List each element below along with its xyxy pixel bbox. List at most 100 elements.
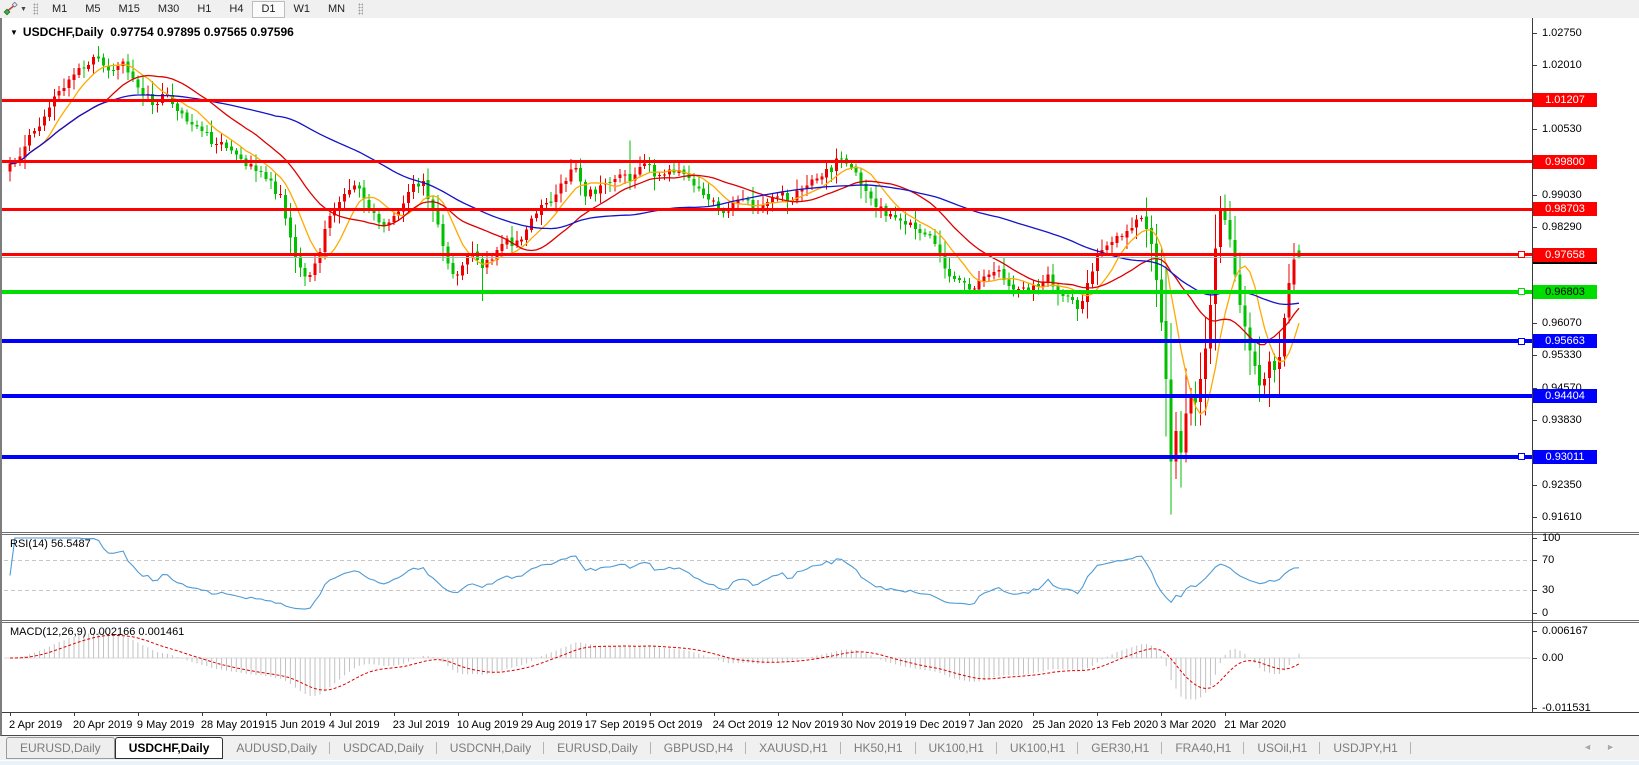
line-anchor[interactable] bbox=[1518, 337, 1525, 345]
chart-tab-eurusd-daily[interactable]: EURUSD,Daily bbox=[544, 738, 651, 758]
rsi-tick bbox=[1533, 537, 1537, 539]
chart-tab-gbpusd-h4[interactable]: GBPUSD,H4 bbox=[651, 738, 747, 758]
timeframe-buttons: M1 M5 M15 M30 H1 H4 D1 W1 MN bbox=[43, 0, 354, 18]
date-tick-label: 5 Oct 2019 bbox=[648, 719, 703, 731]
timeframe-button-h1[interactable]: H1 bbox=[197, 2, 212, 15]
timeframe-button-m15[interactable]: M15 bbox=[118, 2, 140, 15]
timeframe-button-mn[interactable]: MN bbox=[328, 2, 346, 15]
price-level-badge: 0.93011 bbox=[1533, 449, 1597, 464]
timeframe-button-m1[interactable]: M1 bbox=[51, 2, 68, 15]
macd-histogram bbox=[14, 632, 1300, 700]
rsi-tick bbox=[1533, 590, 1537, 591]
ma-mid-line bbox=[9, 74, 1300, 346]
chart-title: ▼ USDCHF,Daily 0.97754 0.97895 0.97565 0.… bbox=[10, 25, 294, 39]
price-level-line[interactable] bbox=[2, 289, 1532, 294]
date-tick-label: 24 Oct 2019 bbox=[712, 719, 773, 731]
price-level-badge: 0.96803 bbox=[1533, 284, 1597, 299]
macd-tick bbox=[1533, 707, 1537, 709]
price-level-line[interactable] bbox=[2, 160, 1532, 163]
price-tick bbox=[1533, 355, 1537, 357]
price-tick bbox=[1533, 32, 1537, 34]
price-tick bbox=[1533, 226, 1537, 228]
price-tick bbox=[1533, 65, 1537, 66]
price-level-badge: 0.95663 bbox=[1533, 334, 1597, 349]
timeframe-button-w1[interactable]: W1 bbox=[293, 2, 311, 15]
date-tick bbox=[201, 712, 203, 716]
rsi-pane[interactable] bbox=[2, 535, 1532, 620]
chart-tab-fra40-h1[interactable]: FRA40,H1 bbox=[1162, 738, 1245, 758]
price-tick bbox=[1533, 420, 1537, 422]
top-toolbar: ▼ M1 M5 M15 M30 H1 H4 D1 W1 MN bbox=[0, 0, 1639, 19]
price-level-line[interactable] bbox=[2, 207, 1532, 211]
pane-splitter[interactable] bbox=[2, 532, 1639, 535]
trendline-indicator-icon[interactable] bbox=[3, 2, 19, 16]
collapse-quotes-arrow[interactable]: ▼ bbox=[10, 28, 18, 37]
date-tick-label: 4 Jul 2019 bbox=[328, 719, 380, 731]
price-level-badge: 0.98703 bbox=[1533, 202, 1597, 217]
chart-tab-uk100-h1[interactable]: UK100,H1 bbox=[997, 738, 1079, 758]
rsi-tick-label: 0 bbox=[1542, 606, 1549, 619]
date-tick-label: 30 Nov 2019 bbox=[840, 719, 903, 731]
timeframe-button-m5[interactable]: M5 bbox=[85, 2, 101, 15]
chevron-down-icon[interactable]: ▼ bbox=[20, 5, 27, 13]
date-tick-label: 23 Jul 2019 bbox=[392, 719, 450, 731]
rsi-tick bbox=[1533, 560, 1537, 561]
price-level-badge: 0.94404 bbox=[1533, 389, 1597, 403]
price-tick-label: 0.91610 bbox=[1542, 510, 1582, 523]
line-anchor[interactable] bbox=[1518, 288, 1525, 296]
price-tick-label: 1.00530 bbox=[1542, 123, 1582, 136]
price-level-line[interactable] bbox=[2, 339, 1532, 344]
chart-tab-audusd-daily[interactable]: AUDUSD,Daily bbox=[223, 738, 330, 758]
date-tick bbox=[713, 712, 715, 716]
window-bottom-edge bbox=[0, 760, 1639, 765]
price-axis-border bbox=[1532, 18, 1533, 712]
date-tick bbox=[10, 712, 11, 716]
price-level-line[interactable] bbox=[2, 253, 1532, 257]
main-chart-pane[interactable] bbox=[2, 18, 1532, 532]
tab-scroll-arrows[interactable]: ◄► bbox=[1583, 742, 1629, 752]
chart-tab-usdcad-daily[interactable]: USDCAD,Daily bbox=[330, 738, 437, 758]
price-level-line[interactable] bbox=[2, 394, 1532, 398]
chart-tab-usoil-h1[interactable]: USOil,H1 bbox=[1244, 738, 1321, 758]
date-tick bbox=[329, 712, 331, 716]
chart-tab-ger30-h1[interactable]: GER30,H1 bbox=[1078, 738, 1163, 758]
chart-window: ▼ USDCHF,Daily 0.97754 0.97895 0.97565 0.… bbox=[0, 18, 1639, 736]
chart-tab-usdchf-daily[interactable]: USDCHF,Daily bbox=[114, 737, 224, 759]
chart-tab-usdcnh-daily[interactable]: USDCNH,Daily bbox=[437, 738, 545, 758]
macd-label: MACD(12,26,9) 0.002166 0.001461 bbox=[10, 626, 185, 638]
timeframe-button-h4[interactable]: H4 bbox=[229, 2, 244, 15]
macd-pane[interactable] bbox=[2, 623, 1532, 712]
price-level-line[interactable] bbox=[2, 98, 1532, 102]
date-tick bbox=[1033, 712, 1035, 716]
line-anchor[interactable] bbox=[1518, 251, 1525, 259]
date-tick-label: 21 Mar 2020 bbox=[1224, 719, 1286, 731]
price-level-badge: 1.01207 bbox=[1533, 93, 1597, 108]
line-anchor[interactable] bbox=[1518, 453, 1525, 460]
rsi-line bbox=[9, 537, 1300, 610]
tab-scroll-left-icon[interactable]: ◄ bbox=[1583, 742, 1607, 752]
pane-border bbox=[2, 712, 1639, 713]
date-tick bbox=[393, 712, 395, 716]
price-level-line[interactable] bbox=[2, 454, 1532, 459]
chart-tab-uk100-h1[interactable]: UK100,H1 bbox=[916, 738, 998, 758]
timeframe-button-d1[interactable]: D1 bbox=[252, 0, 285, 18]
chart-tab-eurusd-daily[interactable]: EURUSD,Daily bbox=[6, 737, 115, 759]
toolbar-grip[interactable] bbox=[358, 3, 364, 15]
price-tick bbox=[1533, 388, 1537, 390]
price-tick-label: 0.95330 bbox=[1542, 349, 1582, 362]
timeframe-button-m30[interactable]: M30 bbox=[157, 2, 180, 15]
ma-fast-line bbox=[9, 63, 1300, 416]
date-tick-label: 2 Apr 2019 bbox=[9, 719, 63, 731]
price-tick bbox=[1533, 484, 1537, 486]
current-price-line bbox=[2, 256, 1532, 258]
date-tick-label: 29 Aug 2019 bbox=[520, 719, 583, 731]
date-tick bbox=[777, 712, 779, 716]
toolbar-grip[interactable] bbox=[32, 3, 38, 15]
date-tick-label: 25 Jan 2020 bbox=[1032, 719, 1093, 731]
chart-tab-usdjpy-h1[interactable]: USDJPY,H1 bbox=[1320, 738, 1412, 758]
tab-scroll-right-icon[interactable]: ► bbox=[1606, 742, 1629, 752]
chart-tab-xauusd-h1[interactable]: XAUUSD,H1 bbox=[746, 738, 841, 758]
chart-tab-hk50-h1[interactable]: HK50,H1 bbox=[841, 738, 916, 758]
pane-splitter[interactable] bbox=[2, 620, 1639, 623]
macd-tick-label: 0.00 bbox=[1542, 651, 1564, 664]
